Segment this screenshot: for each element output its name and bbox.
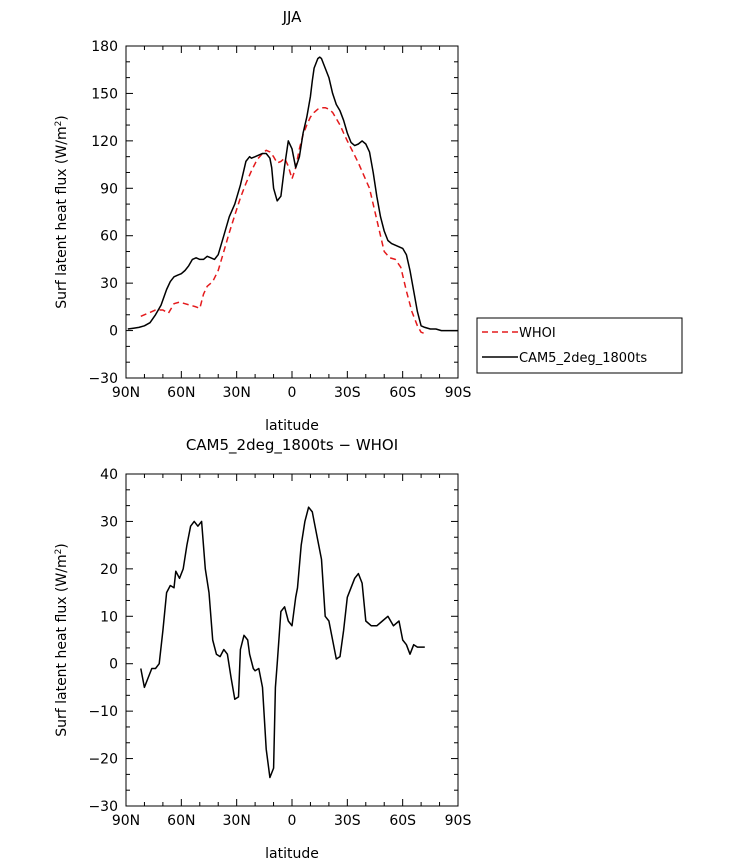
x-axis-label: latitude [265,846,319,862]
legend-box [476,317,683,374]
x-tick-label: 60S [389,813,416,829]
y-tick-label: 30 [100,276,118,292]
y-tick-label: −20 [88,752,118,768]
y-axis-label-end: ) [54,115,70,120]
y-axis: −30 −20 −10 0 10 20 30 40 [88,467,458,815]
legend-label-cam5: CAM5_2deg_1800ts [519,351,647,366]
x-tick-label: 60N [167,385,195,401]
x-axis: 90N 60N 30N 0 30S 60S 90S [112,46,472,401]
plot-frame [125,473,459,807]
series-group [140,506,425,779]
y-tick-label: 90 [100,181,118,197]
series-line-difference [140,506,425,779]
y-tick-label: 0 [109,324,118,340]
x-tick-label: 30N [223,385,251,401]
y-tick-label: 30 [100,514,118,530]
y-axis-label-main: Surf latent heat flux (W/m [54,554,70,736]
x-tick-label: 90S [445,813,472,829]
y-tick-label: −30 [88,799,118,815]
y-tick-label: 40 [100,467,118,483]
y-axis-label-main: Surf latent heat flux (W/m [54,126,70,308]
y-axis-label-end: ) [54,543,70,548]
y-tick-label: 150 [91,86,118,102]
y-axis-label-sup: 2 [54,121,64,127]
y-axis-label-sup: 2 [54,549,64,555]
series-group [127,56,458,335]
y-tick-label: 10 [100,609,118,625]
chart-title: JJA [282,8,303,26]
y-tick-label: 0 [109,657,118,673]
y-tick-label: 20 [100,562,118,578]
chart-title: CAM5_2deg_1800ts − WHOI [186,436,398,455]
series-line-cam5-2deg-1800ts [127,56,458,332]
x-tick-label: 30S [334,813,361,829]
x-tick-label: 60N [167,813,195,829]
x-tick-label: 90N [112,813,140,829]
x-axis-label: latitude [265,418,319,434]
plot-frame [125,45,459,379]
y-tick-label: 180 [91,39,118,55]
y-tick-label: 60 [100,229,118,245]
chart-difference: CAM5_2deg_1800ts − WHOI 90N 60N 30N 0 30S 60S… [54,436,471,862]
x-tick-label: 60S [389,385,416,401]
x-tick-label: 90N [112,385,140,401]
y-tick-label: −30 [88,371,118,387]
x-tick-label: 30S [334,385,361,401]
y-axis: −30 0 30 60 90 120 150 180 [88,39,458,387]
series-line-whoi [140,106,426,335]
x-tick-label: 0 [288,385,297,401]
y-tick-label: −10 [88,704,118,720]
legend-label-whoi: WHOI [519,326,556,341]
x-tick-label: 0 [288,813,297,829]
y-axis-label: Surf latent heat flux (W/m2) [54,543,70,737]
legend: WHOI CAM5_2deg_1800ts [476,317,683,374]
chart-jja: JJA 90N 60N 30N 0 30S 60S 90S −30 0 30 60 90 120 150… [54,8,471,434]
x-tick-label: 90S [445,385,472,401]
x-tick-label: 30N [223,813,251,829]
x-axis: 90N 60N 30N 0 30S 60S 90S [112,474,472,829]
y-tick-label: 120 [91,134,118,150]
y-axis-label: Surf latent heat flux (W/m2) [54,115,70,309]
